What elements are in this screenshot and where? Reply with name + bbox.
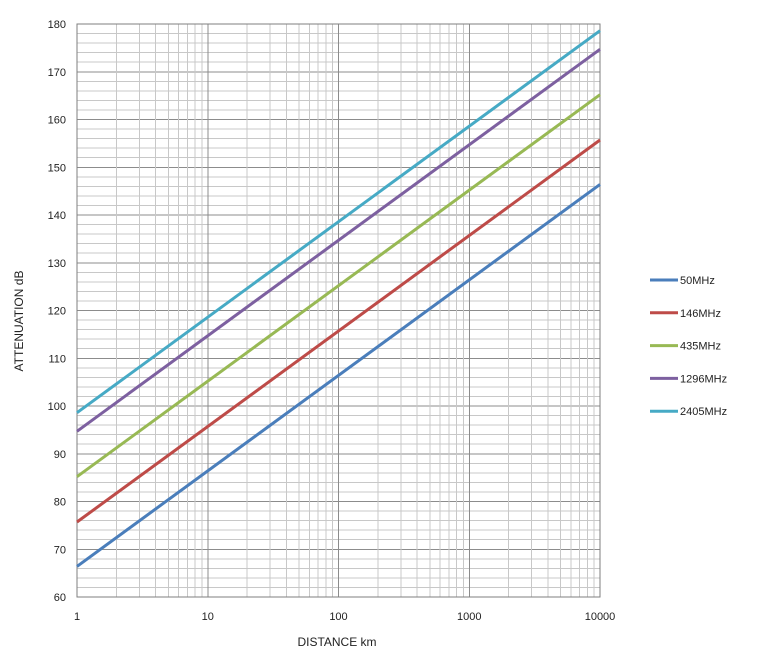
plot-area-border [76,23,601,598]
y-tick-label: 80 [54,497,66,509]
y-tick-label: 180 [48,19,66,31]
y-tick-label: 110 [48,353,66,365]
x-tick-label: 10000 [585,611,616,623]
y-tick-label: 60 [54,592,66,604]
y-axis-title: ATTENUATION dB [12,271,26,372]
y-tick-labels: 60 70 80 90 100 110 120 130 140 150 160 170 180 [48,19,66,604]
legend-label: 1296MHz [680,373,727,385]
y-tick-label: 120 [48,306,66,318]
x-axis-title: DISTANCE km [297,635,376,649]
legend-item: 1296MHz [650,373,727,385]
legend-label: 146MHz [680,308,721,320]
y-tick-label: 170 [48,67,66,79]
x-tick-label: 1000 [457,611,481,623]
series-line-1296mhz [76,48,601,433]
series-line-435mhz [76,93,601,478]
legend-label: 2405MHz [680,406,727,418]
y-tick-label: 90 [54,449,66,461]
series-lines [76,29,601,568]
plot-border [76,23,601,598]
x-tick-labels: 1 10 100 1000 10000 [74,611,615,623]
legend-item: 435MHz [650,341,721,353]
y-tick-label: 160 [48,115,66,127]
y-tick-label: 130 [48,258,66,270]
x-tick-label: 10 [202,611,214,623]
y-tick-label: 140 [48,210,66,222]
y-tick-label: 150 [48,162,66,174]
series-line-50mhz [76,183,601,568]
y-tick-label: 70 [54,544,66,556]
legend-label: 435MHz [680,341,721,353]
series-line-146mhz [76,138,601,524]
legend: 50MHz 146MHz 435MHz 1296MHz 2405MHz [650,275,727,418]
legend-item: 2405MHz [650,406,727,418]
y-tick-label: 100 [48,401,66,413]
legend-label: 50MHz [680,275,715,287]
legend-item: 146MHz [650,308,721,320]
grid [76,23,601,598]
x-tick-label: 1 [74,611,80,623]
x-tick-label: 100 [329,611,347,623]
legend-item: 50MHz [650,275,715,287]
series-line-2405mhz [76,29,601,414]
